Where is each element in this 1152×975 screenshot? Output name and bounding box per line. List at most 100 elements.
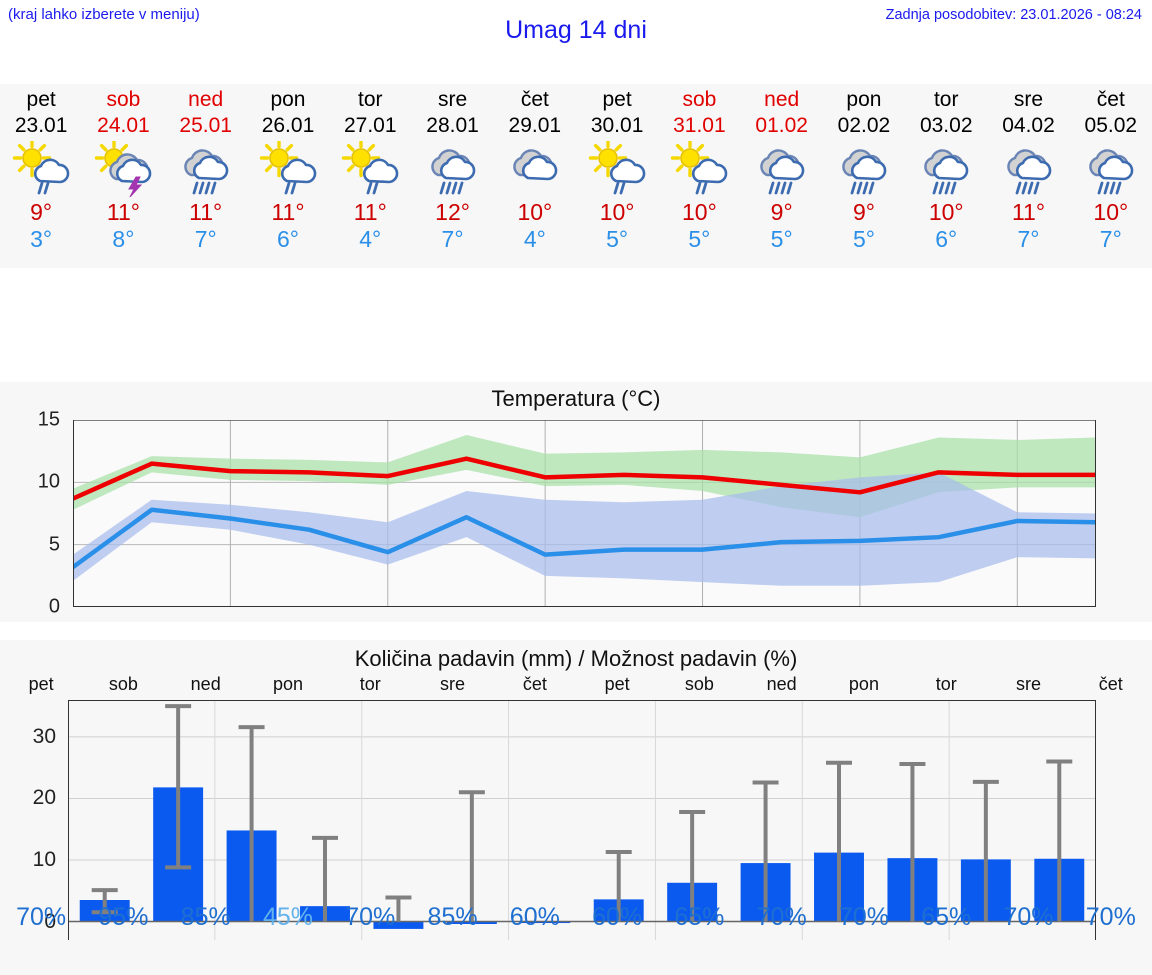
precipitation-plot-svg xyxy=(67,699,1097,940)
precipitation-probability-label: 70% xyxy=(838,903,889,931)
day-name: sob xyxy=(682,88,717,111)
cloud-rain-icon xyxy=(1070,141,1152,199)
day-name: pet xyxy=(602,88,632,111)
precipitation-y-axis: 0 10 20 30 xyxy=(0,700,62,940)
last-updated-text: Zadnja posodobitev: 23.01.2026 - 08:24 xyxy=(885,7,1142,23)
temperature-y-tick: 0 xyxy=(48,595,60,618)
sun-cloud-rain-icon xyxy=(576,141,658,199)
sun-cloud-thunder-icon xyxy=(82,141,164,199)
day-name: sre xyxy=(437,88,468,111)
day-column[interactable]: čet 05.02 10° 7° xyxy=(1070,84,1152,268)
precipitation-probability-label: 85% xyxy=(427,903,478,931)
precipitation-probability-label: 60% xyxy=(509,903,560,931)
temperature-y-axis: 0 5 10 15 xyxy=(0,409,68,618)
precipitation-probability-label: 65% xyxy=(921,903,972,931)
day-column[interactable]: pon 02.02 9° 5° xyxy=(823,84,905,268)
cloud-rain-icon xyxy=(823,141,905,199)
precipitation-probability-label: 60% xyxy=(592,903,643,931)
day-high-temperature: 9° xyxy=(852,199,875,225)
temperature-y-tick: 5 xyxy=(48,533,60,556)
precipitation-day-label: čet xyxy=(522,674,547,694)
precipitation-probability-row: 70% 95% 85% 45% 70% 85% 60% 60% 65% 70% 70% 65% 70% 7… xyxy=(0,903,1152,943)
day-column[interactable]: sre 28.01 12° 7° xyxy=(411,84,493,268)
precipitation-chart-title: Količina padavin (mm) / Možnost padavin … xyxy=(354,646,798,671)
day-low-temperature: 8° xyxy=(112,226,135,252)
day-date: 29.01 xyxy=(508,114,562,137)
day-low-temperature: 7° xyxy=(1099,226,1122,252)
temperature-y-tick: 10 xyxy=(37,470,60,493)
day-column[interactable]: sob 24.01 11° 8° xyxy=(82,84,164,268)
precipitation-day-label: sre xyxy=(440,674,466,694)
precipitation-day-label: pon xyxy=(272,674,303,694)
precipitation-probability-label: 70% xyxy=(1085,903,1136,931)
precipitation-day-label: pon xyxy=(848,674,879,694)
day-low-temperature: 5° xyxy=(852,226,875,252)
precipitation-day-labels: pet sob ned pon tor sre čet pet sob ned pon tor sre č… xyxy=(0,674,1152,698)
day-high-temperature: 10° xyxy=(682,199,717,225)
day-name: čet xyxy=(1096,88,1125,111)
temperature-y-tick: 15 xyxy=(37,408,60,431)
day-column[interactable]: pet 30.01 10° 5° xyxy=(576,84,658,268)
precipitation-day-label: pet xyxy=(28,674,54,694)
day-date: 02.02 xyxy=(837,114,891,137)
day-high-temperature: 11° xyxy=(353,199,387,225)
day-column[interactable]: ned 01.02 9° 5° xyxy=(741,84,823,268)
cloud-rain-icon xyxy=(411,141,493,199)
sun-cloud-rain-icon xyxy=(247,141,329,199)
day-date: 25.01 xyxy=(179,114,232,137)
day-column[interactable]: tor 27.01 11° 4° xyxy=(329,84,411,268)
precipitation-probability-label: 70% xyxy=(756,903,807,931)
day-low-temperature: 5° xyxy=(688,226,711,252)
day-high-temperature: 11° xyxy=(189,199,223,225)
day-high-temperature: 11° xyxy=(271,199,305,225)
day-column[interactable]: ned 25.01 11° 7° xyxy=(165,84,247,268)
day-name: ned xyxy=(188,88,224,111)
day-date: 03.02 xyxy=(919,114,973,137)
day-name: pet xyxy=(26,88,56,111)
day-column[interactable]: tor 03.02 10° 6° xyxy=(905,84,987,268)
day-low-temperature: 6° xyxy=(276,226,299,252)
day-name: pon xyxy=(270,88,306,111)
day-low-temperature: 5° xyxy=(770,226,793,252)
sun-cloud-rain-icon xyxy=(658,141,740,199)
precipitation-probability-label: 45% xyxy=(262,903,313,931)
temperature-chart-title: Temperatura (°C) xyxy=(491,386,661,411)
page-title: Umag 14 dni xyxy=(505,16,647,44)
day-column[interactable]: čet 29.01 10° 4° xyxy=(494,84,576,268)
daily-forecast-strip: pet 23.01 9° 3° sob 24.01 11° 8° ned 25.01 11° 7° po… xyxy=(0,84,1152,268)
day-name: pon xyxy=(846,88,882,111)
day-low-temperature: 3° xyxy=(30,226,53,252)
day-low-temperature: 7° xyxy=(1017,226,1040,252)
cloud-rain-icon xyxy=(905,141,987,199)
precipitation-day-label: sob xyxy=(108,674,138,694)
day-high-temperature: 11° xyxy=(106,199,140,225)
day-high-temperature: 9° xyxy=(30,199,53,225)
day-column[interactable]: pon 26.01 11° 6° xyxy=(247,84,329,268)
menu-hint-text: (kraj lahko izberete v meniju) xyxy=(8,6,200,23)
day-column[interactable]: sob 31.01 10° 5° xyxy=(658,84,740,268)
precipitation-y-tick: 0 xyxy=(44,909,56,933)
temperature-plot-svg xyxy=(70,419,1099,608)
day-date: 28.01 xyxy=(426,114,479,137)
day-name: tor xyxy=(358,88,383,111)
day-low-temperature: 4° xyxy=(359,226,382,252)
precipitation-probability-label: 65% xyxy=(674,903,725,931)
sun-cloud-rain-icon xyxy=(0,141,82,199)
day-low-temperature: 4° xyxy=(523,226,546,252)
day-high-temperature: 10° xyxy=(928,199,964,225)
precipitation-probability-label: 85% xyxy=(180,903,231,931)
page-header: (kraj lahko izberete v meniju) Umag 14 d… xyxy=(0,0,1152,62)
precipitation-day-label: čet xyxy=(1098,674,1123,694)
day-column[interactable]: sre 04.02 11° 7° xyxy=(987,84,1069,268)
precipitation-day-label: sob xyxy=(684,674,714,694)
cloud-rain-icon xyxy=(165,141,247,199)
day-date: 26.01 xyxy=(261,114,315,137)
precipitation-day-label: ned xyxy=(190,674,221,694)
sun-cloud-rain-icon xyxy=(329,141,411,199)
day-name: tor xyxy=(933,88,959,111)
precipitation-day-label: tor xyxy=(935,674,957,694)
day-date: 04.02 xyxy=(1002,114,1055,137)
day-name: ned xyxy=(764,88,800,111)
temperature-plot-area xyxy=(70,419,1099,608)
day-column[interactable]: pet 23.01 9° 3° xyxy=(0,84,82,268)
